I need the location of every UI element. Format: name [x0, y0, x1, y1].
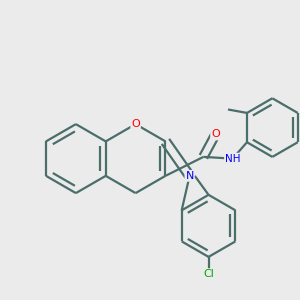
Text: NH: NH — [225, 154, 240, 164]
Text: N: N — [185, 171, 194, 181]
Text: O: O — [131, 119, 140, 129]
Text: Cl: Cl — [203, 269, 214, 279]
Text: O: O — [211, 130, 220, 140]
